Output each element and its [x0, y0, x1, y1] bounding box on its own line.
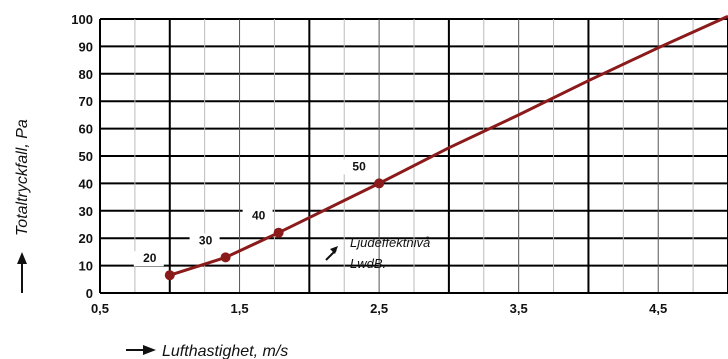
- annotation: Ljudeffektnivå LwdB.: [325, 235, 430, 271]
- y-tick-label: 60: [79, 122, 93, 137]
- y-tick-label: 90: [79, 39, 93, 54]
- annotation-line-2: LwdB.: [350, 256, 386, 271]
- x-tick-label: 4,5: [649, 301, 667, 316]
- x-axis-arrow-head: [143, 345, 156, 355]
- pressure-curve: [169, 14, 728, 277]
- point-label-bg: [343, 159, 374, 175]
- point-label-bg: [242, 208, 273, 224]
- x-tick-labels: 0,5 1,5 2,5 3,5 4,5: [91, 301, 667, 316]
- y-tick-label: 0: [86, 286, 93, 301]
- data-points: 20 30 40 50: [133, 159, 385, 281]
- y-tick-label: 50: [79, 149, 93, 164]
- data-point: [220, 252, 231, 263]
- data-point: [273, 227, 284, 238]
- x-tick-label: 1,5: [231, 301, 249, 316]
- point-label: 40: [252, 209, 266, 223]
- point-label: 20: [143, 251, 157, 265]
- annotation-arrow-head: [330, 246, 338, 254]
- x-axis-title-group: Lufthastighet, m/s: [126, 343, 288, 359]
- y-axis-arrow-head: [17, 252, 27, 264]
- grid: [99, 18, 728, 294]
- point-label-bg: [133, 251, 164, 267]
- x-tick-label: 3,5: [510, 301, 528, 316]
- point-label: 50: [352, 159, 366, 173]
- x-tick-label: 2,5: [370, 301, 388, 316]
- y-tick-label: 40: [79, 176, 93, 191]
- y-tick-label: 70: [79, 94, 93, 109]
- y-tick-label: 30: [79, 204, 93, 219]
- point-label-bg: [189, 233, 220, 249]
- y-tick-label: 20: [79, 231, 93, 246]
- point-label: 30: [199, 233, 213, 247]
- y-tick-labels: 0 10 20 30 40 50 60 70 80 90 100: [71, 12, 93, 301]
- y-tick-label: 10: [79, 259, 93, 274]
- y-axis-title-group: Totaltryckfall, Pa: [14, 119, 31, 293]
- data-point: [374, 178, 385, 189]
- annotation-line-1: Ljudeffektnivå: [350, 235, 430, 250]
- data-point: [164, 270, 175, 281]
- x-axis-title: Lufthastighet, m/s: [162, 343, 288, 359]
- y-axis-title: Totaltryckfall, Pa: [14, 119, 31, 236]
- x-tick-label: 0,5: [91, 301, 109, 316]
- y-tick-label: 100: [71, 12, 93, 27]
- y-tick-label: 80: [79, 67, 93, 82]
